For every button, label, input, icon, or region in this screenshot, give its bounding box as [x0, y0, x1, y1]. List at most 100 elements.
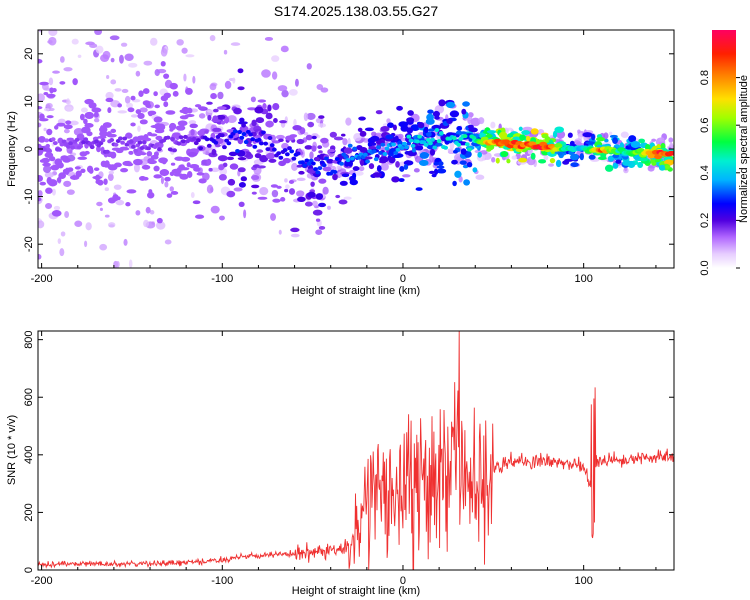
spectral-energy-blob — [521, 130, 530, 136]
spectral-energy-blob — [549, 157, 556, 164]
spectral-ridge-blob — [120, 140, 125, 145]
spectral-energy-blob — [169, 82, 178, 90]
spectral-noise-blob — [94, 30, 103, 36]
spectral-energy-blob — [567, 132, 573, 138]
spectral-energy-blob — [132, 136, 140, 143]
spectral-energy-blob — [179, 115, 189, 120]
spectral-energy-blob — [212, 115, 219, 122]
spectral-energy-blob — [368, 163, 375, 170]
spectral-ridge-blob — [267, 136, 273, 141]
spectral-noise-blob — [250, 175, 260, 181]
spectral-noise-blob — [278, 229, 282, 235]
spectral-noise-blob — [480, 150, 488, 155]
spectral-energy-blob — [376, 165, 382, 172]
spectral-energy-blob — [130, 122, 136, 127]
spectral-ridge-blob — [239, 135, 245, 140]
spectral-noise-blob — [224, 80, 232, 90]
spectral-ridge-blob — [438, 131, 444, 136]
spectral-energy-blob — [570, 153, 579, 161]
spectral-noise-blob — [107, 173, 114, 181]
spectral-energy-blob — [46, 93, 56, 98]
spectral-energy-blob — [142, 176, 149, 181]
spectrogram-x-tick-label: 0 — [400, 273, 406, 285]
spectral-energy-blob — [147, 157, 155, 164]
spectral-ridge-blob — [183, 134, 188, 139]
spectral-energy-blob — [451, 159, 458, 165]
spectral-noise-blob — [190, 192, 195, 198]
spectral-energy-blob — [392, 124, 397, 131]
snr-y-tick-label: 200 — [23, 503, 35, 521]
spectral-energy-blob — [50, 164, 60, 171]
spectral-energy-blob — [518, 126, 523, 131]
spectral-energy-blob — [160, 95, 169, 102]
spectral-noise-blob — [233, 187, 243, 192]
spectral-ridge-blob — [415, 139, 420, 144]
spectral-noise-blob — [303, 132, 309, 136]
spectral-ridge-blob — [462, 134, 468, 139]
spectral-noise-blob — [113, 184, 122, 190]
spectral-noise-blob — [63, 67, 73, 72]
spectral-noise-blob — [261, 69, 271, 78]
spectral-energy-blob — [153, 116, 163, 123]
spectral-ridge-blob — [669, 150, 674, 156]
spectral-energy-blob — [130, 95, 136, 101]
spectral-noise-blob — [209, 35, 216, 42]
spectral-energy-blob — [99, 130, 108, 137]
spectral-energy-blob — [477, 151, 483, 158]
spectral-noise-blob — [210, 205, 220, 214]
spectral-ridge-blob — [128, 139, 134, 144]
spectral-energy-blob — [276, 185, 282, 189]
spectral-energy-blob — [110, 151, 117, 159]
spectral-noise-blob — [259, 187, 269, 196]
spectral-noise-blob — [345, 117, 352, 126]
spectrogram-x-tick-label: -100 — [211, 273, 233, 285]
spectral-energy-blob — [237, 167, 246, 173]
spectral-energy-blob — [434, 115, 440, 120]
spectral-energy-blob — [189, 123, 198, 129]
spectral-noise-blob — [108, 170, 115, 175]
spectral-noise-blob — [135, 210, 141, 216]
spectral-noise-blob — [198, 113, 206, 119]
colorbar-tick-label: 0.4 — [699, 165, 711, 180]
spectral-noise-blob — [306, 63, 312, 70]
spectral-energy-blob — [179, 109, 186, 113]
spectral-noise-blob — [358, 166, 365, 172]
spectral-energy-blob — [446, 118, 453, 124]
spectral-noise-blob — [209, 83, 217, 91]
spectral-ridge-blob — [44, 138, 50, 143]
spectral-energy-blob — [95, 174, 101, 182]
colorbar-label: Normalized spectral amplitude — [738, 75, 750, 223]
spectral-energy-blob — [298, 170, 305, 175]
spectral-energy-blob — [41, 157, 50, 164]
spectral-ridge-blob — [139, 145, 145, 150]
spectral-noise-blob — [316, 83, 324, 91]
spectral-noise-blob — [490, 121, 496, 129]
spectral-noise-blob — [280, 45, 289, 53]
spectral-noise-blob — [52, 70, 60, 74]
spectral-energy-blob — [91, 107, 102, 113]
spectral-noise-blob — [232, 19, 241, 23]
spectral-energy-blob — [170, 162, 176, 166]
spectral-ridge-blob — [376, 145, 381, 150]
spectral-ridge-blob — [133, 148, 138, 153]
spectral-energy-blob — [153, 174, 162, 179]
spectral-noise-blob — [80, 107, 88, 113]
spectral-energy-blob — [64, 167, 70, 176]
spectral-noise-blob — [124, 95, 131, 104]
spectral-energy-blob — [257, 165, 266, 169]
spectral-energy-blob — [153, 91, 158, 97]
spectral-noise-blob — [128, 259, 133, 268]
spectral-energy-blob — [410, 124, 420, 132]
spectral-energy-blob — [137, 112, 145, 119]
spectral-energy-blob — [515, 148, 523, 153]
spectral-energy-blob — [155, 135, 163, 141]
spectral-energy-blob — [139, 119, 148, 125]
spectral-energy-blob — [233, 107, 242, 115]
spectral-energy-blob — [88, 168, 94, 174]
spectral-ridge-blob — [404, 145, 409, 150]
spectral-energy-blob — [486, 148, 492, 152]
spectral-energy-blob — [168, 122, 177, 131]
spectral-energy-blob — [305, 134, 313, 141]
spectral-ridge-blob — [250, 137, 256, 142]
spectral-energy-blob — [255, 117, 265, 124]
